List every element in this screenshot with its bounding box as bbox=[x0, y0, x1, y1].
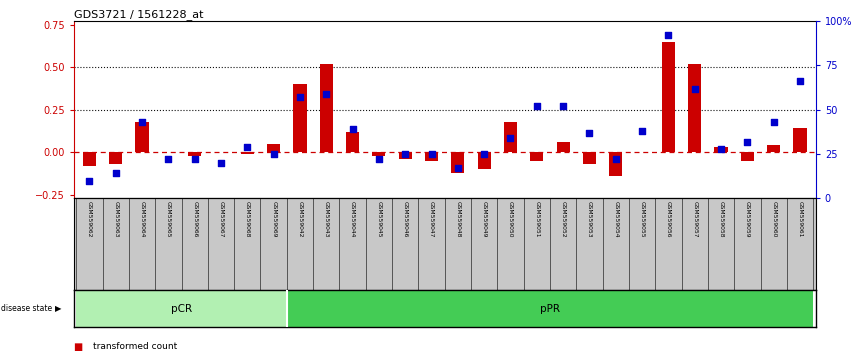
Bar bbox=[267, 144, 281, 152]
Bar bbox=[83, 152, 96, 166]
Text: GSM559066: GSM559066 bbox=[192, 201, 197, 238]
Text: transformed count: transformed count bbox=[93, 342, 177, 352]
Bar bbox=[398, 152, 412, 159]
Point bbox=[766, 119, 780, 125]
Text: ▶: ▶ bbox=[55, 304, 61, 313]
Bar bbox=[688, 64, 701, 152]
Bar bbox=[740, 152, 754, 161]
Text: pPR: pPR bbox=[540, 304, 560, 314]
Bar bbox=[451, 152, 464, 173]
Text: GSM559068: GSM559068 bbox=[245, 201, 249, 238]
Bar bbox=[767, 145, 780, 152]
Text: GSM559067: GSM559067 bbox=[218, 201, 223, 238]
Text: GSM559069: GSM559069 bbox=[271, 201, 276, 238]
Bar bbox=[135, 122, 149, 152]
Text: GSM559049: GSM559049 bbox=[481, 201, 487, 238]
Point bbox=[372, 156, 386, 162]
Bar bbox=[477, 152, 491, 169]
Bar bbox=[583, 152, 596, 164]
Bar bbox=[188, 152, 201, 156]
Text: GSM559056: GSM559056 bbox=[666, 201, 671, 238]
Bar bbox=[557, 142, 570, 152]
Point bbox=[556, 103, 570, 109]
Bar bbox=[241, 152, 254, 154]
Text: GSM559059: GSM559059 bbox=[745, 201, 750, 238]
Point bbox=[451, 165, 465, 171]
Text: GSM559053: GSM559053 bbox=[587, 201, 592, 238]
Point bbox=[583, 130, 597, 136]
Text: GSM559064: GSM559064 bbox=[139, 201, 145, 238]
Text: GSM559043: GSM559043 bbox=[324, 201, 329, 238]
Text: GSM559060: GSM559060 bbox=[771, 201, 776, 238]
Text: GSM559062: GSM559062 bbox=[87, 201, 92, 238]
Bar bbox=[425, 152, 438, 161]
Text: GSM559051: GSM559051 bbox=[534, 201, 540, 238]
Text: GSM559047: GSM559047 bbox=[429, 201, 434, 238]
Bar bbox=[346, 132, 359, 152]
Bar bbox=[287, 290, 813, 327]
Point bbox=[293, 95, 307, 100]
Point bbox=[214, 160, 228, 166]
Bar bbox=[530, 152, 543, 161]
Text: disease state: disease state bbox=[1, 304, 52, 313]
Bar bbox=[504, 122, 517, 152]
Bar bbox=[372, 152, 385, 156]
Point bbox=[477, 151, 491, 157]
Text: GSM559045: GSM559045 bbox=[377, 201, 381, 238]
Text: GSM559048: GSM559048 bbox=[456, 201, 461, 238]
Bar bbox=[76, 290, 287, 327]
Point bbox=[424, 151, 438, 157]
Text: pCR: pCR bbox=[171, 304, 192, 314]
Point bbox=[793, 79, 807, 84]
Text: GSM559057: GSM559057 bbox=[692, 201, 697, 238]
Text: GSM559044: GSM559044 bbox=[350, 201, 355, 238]
Text: GSM559058: GSM559058 bbox=[719, 201, 723, 238]
Text: GSM559061: GSM559061 bbox=[798, 201, 803, 238]
Text: GSM559046: GSM559046 bbox=[403, 201, 408, 238]
Text: GSM559055: GSM559055 bbox=[640, 201, 644, 238]
Text: GSM559065: GSM559065 bbox=[166, 201, 171, 238]
Bar bbox=[294, 84, 307, 152]
Point bbox=[714, 146, 728, 152]
Point bbox=[109, 171, 123, 176]
Point bbox=[398, 151, 412, 157]
Text: GSM559042: GSM559042 bbox=[297, 201, 302, 238]
Text: GDS3721 / 1561228_at: GDS3721 / 1561228_at bbox=[74, 9, 204, 20]
Point bbox=[267, 151, 281, 157]
Point bbox=[188, 156, 202, 162]
Point bbox=[688, 86, 701, 91]
Point bbox=[503, 135, 517, 141]
Bar bbox=[109, 152, 122, 164]
Point bbox=[161, 156, 175, 162]
Point bbox=[609, 156, 623, 162]
Text: ■: ■ bbox=[74, 342, 83, 352]
Point bbox=[662, 33, 675, 38]
Point bbox=[740, 139, 754, 144]
Text: GSM559063: GSM559063 bbox=[113, 201, 119, 238]
Bar bbox=[320, 64, 333, 152]
Point bbox=[320, 91, 333, 97]
Text: GSM559052: GSM559052 bbox=[560, 201, 565, 238]
Text: GSM559050: GSM559050 bbox=[508, 201, 513, 238]
Point bbox=[135, 119, 149, 125]
Bar bbox=[793, 129, 806, 152]
Bar bbox=[662, 42, 675, 152]
Bar bbox=[714, 147, 727, 152]
Point bbox=[635, 128, 649, 134]
Point bbox=[530, 103, 544, 109]
Bar bbox=[609, 152, 623, 176]
Point bbox=[241, 144, 255, 150]
Point bbox=[346, 126, 359, 132]
Text: GSM559054: GSM559054 bbox=[613, 201, 618, 238]
Point bbox=[82, 178, 96, 183]
